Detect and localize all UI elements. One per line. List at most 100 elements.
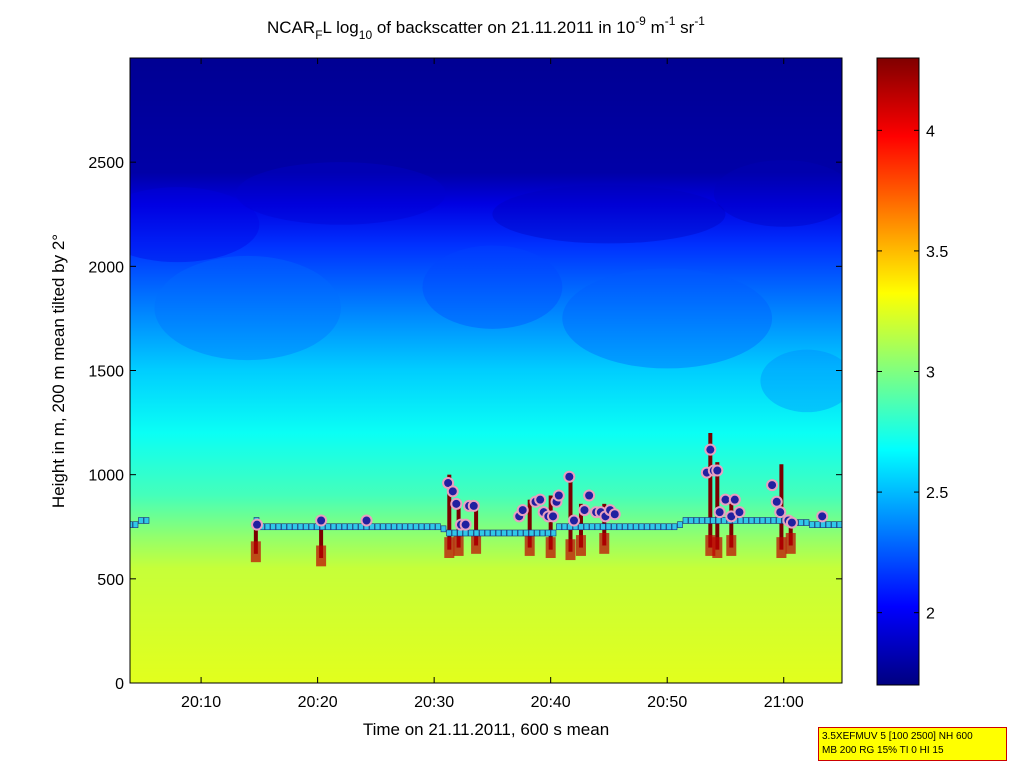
x-axis-label: Time on 21.11.2011, 600 s mean — [363, 720, 609, 739]
mixing-layer-marker — [754, 517, 760, 524]
cloud-base-point — [774, 506, 787, 519]
x-tick-label: 20:30 — [414, 694, 454, 711]
cloud-base-point — [450, 497, 463, 510]
mixing-layer-marker — [638, 523, 645, 531]
backscatter-column-base — [599, 533, 610, 554]
mixing-layer-marker — [352, 523, 359, 531]
mixing-layer-marker — [682, 517, 689, 524]
field-texture-blob — [562, 268, 773, 369]
mixing-layer-marker — [286, 523, 293, 531]
mixing-layer-marker — [743, 517, 749, 524]
mixing-layer-marker — [600, 523, 606, 531]
backscatter-field — [130, 58, 842, 683]
mixing-layer-marker — [704, 517, 711, 524]
field-texture-blob — [236, 162, 446, 225]
mixing-layer-marker — [424, 523, 430, 531]
mixing-layer-marker — [693, 517, 700, 524]
backscatter-column-base — [453, 535, 464, 556]
mixing-layer-marker — [721, 517, 727, 524]
mixing-layer-marker — [688, 517, 694, 524]
mixing-layer-marker — [633, 523, 639, 531]
field-texture-blob — [760, 349, 842, 413]
colorbar-axis: 2 2.5 3 3.5 4 — [877, 123, 948, 623]
mixing-layer-marker — [814, 521, 821, 528]
info-box: 3.5XEFMUV 5 [100 2500] NH 600 MB 200 RG … — [818, 727, 1007, 761]
x-tick-label: 20:40 — [531, 694, 571, 711]
cloud-base-point — [552, 489, 565, 502]
y-tick-label: 0 — [115, 676, 124, 693]
mixing-layer-marker — [132, 521, 139, 528]
cloud-base-point — [770, 495, 783, 508]
backscatter-column-base — [524, 535, 535, 556]
cloud-base-point — [713, 506, 726, 519]
y-axis-label: Height in m, 200 m mean tilted by 2° — [49, 234, 68, 508]
cloud-base-point — [583, 489, 596, 502]
backscatter-column-base — [316, 545, 327, 567]
backscatter-column — [447, 474, 452, 550]
mixing-layer-marker — [418, 523, 425, 531]
mixing-layer-marker — [143, 517, 150, 524]
y-tick-label: 500 — [97, 572, 124, 589]
backscatter-column-base — [565, 539, 576, 561]
backscatter-column — [253, 524, 258, 554]
mixing-layer-marker — [484, 529, 491, 537]
mixing-layer-marker — [468, 529, 474, 537]
mixing-layer-marker — [457, 529, 463, 537]
mixing-layer-marker — [270, 523, 276, 531]
mixing-layer-marker — [517, 529, 524, 537]
mixing-layer-marker — [330, 523, 337, 531]
mixing-layer-marker — [660, 523, 667, 531]
backscatter-column — [548, 495, 553, 550]
mixing-layer-marker — [759, 517, 766, 524]
chart-title: NCARFL log10 of backscatter on 21.11.201… — [267, 14, 705, 42]
field-texture-blob — [130, 187, 260, 263]
mixing-layer-marker — [451, 529, 458, 537]
mixing-layer-marker — [429, 523, 436, 531]
mixing-layer-marker — [622, 523, 628, 531]
mixing-layer-marker — [699, 517, 705, 524]
backscatter-column-base — [545, 537, 556, 558]
mixing-layer-marker — [495, 529, 502, 537]
x-tick-label: 21:00 — [764, 694, 804, 711]
mixing-layer-marker — [275, 523, 282, 531]
cloud-base-point — [251, 518, 264, 531]
mixing-layer-marker — [578, 523, 584, 531]
mixing-layer-marker — [336, 523, 342, 531]
cloud-base-point — [467, 499, 480, 512]
mixing-layer-marker — [556, 523, 562, 531]
mixing-layer-marker — [677, 521, 683, 528]
colorbar-tick-label: 3 — [926, 365, 935, 382]
mixing-layer-marker — [809, 521, 815, 528]
backscatter-column-base — [712, 537, 723, 558]
mixing-layer-marker — [666, 523, 672, 531]
info-line-1: 3.5XEFMUV 5 [100 2500] NH 600 — [822, 731, 973, 742]
cloud-base-point — [534, 493, 547, 506]
cloud-base-point — [608, 508, 621, 521]
mixing-layer-marker — [561, 523, 568, 531]
mixing-layer-marker — [836, 521, 842, 528]
mixing-layer-marker — [820, 521, 826, 528]
cloud-base-point — [315, 514, 328, 527]
mixing-layer-marker — [765, 517, 771, 524]
mixing-layer-marker — [385, 523, 392, 531]
mixing-layer-marker — [292, 523, 298, 531]
cloud-base-point — [578, 504, 591, 517]
backscatter-column — [319, 518, 324, 558]
field-texture-blob — [154, 255, 341, 361]
field-texture-blob — [713, 160, 842, 227]
mixing-layer-marker — [358, 523, 364, 531]
backscatter-column-base — [785, 533, 796, 554]
field-texture — [130, 160, 842, 413]
mixing-layer-marker — [435, 523, 441, 531]
backscatter-column-base — [444, 537, 455, 558]
mixing-layer-marker — [308, 523, 315, 531]
mixing-layer-marker — [369, 523, 375, 531]
y-tick-label: 1000 — [88, 468, 124, 485]
mixing-layer-marker — [605, 523, 612, 531]
mixing-layer-marker — [523, 529, 529, 537]
mixing-layer-marker — [616, 523, 623, 531]
x-tick-label: 20:50 — [647, 694, 687, 711]
mixing-layer-marker — [737, 517, 744, 524]
cloud-base-point — [567, 514, 580, 527]
